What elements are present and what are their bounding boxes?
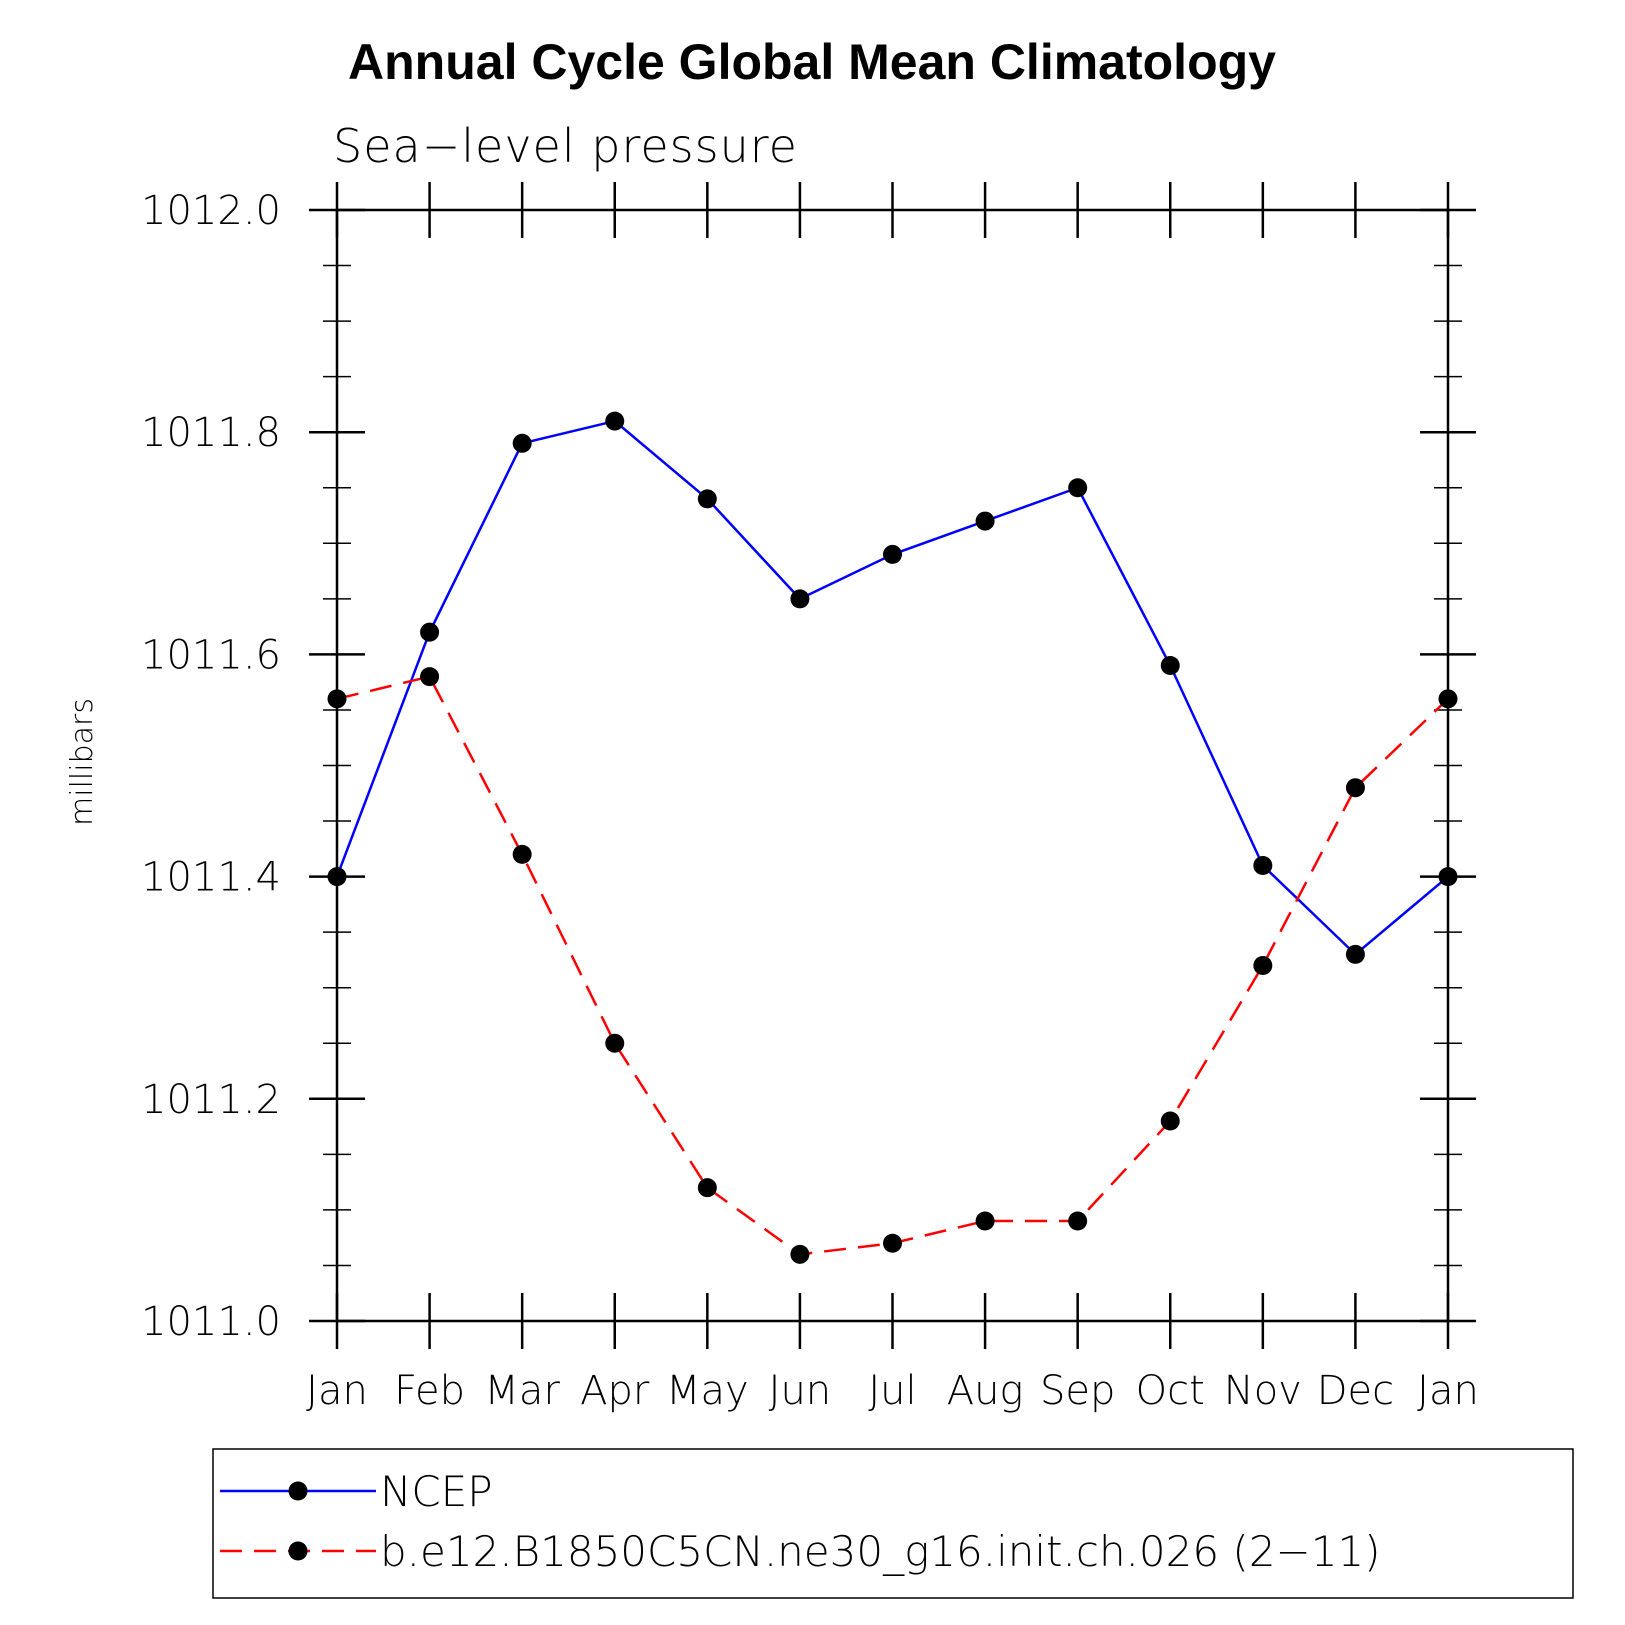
legend-label-0: NCEP — [380, 1467, 493, 1516]
y-tick-label: 1012.0 — [141, 188, 281, 234]
x-tick-label: Jan — [1417, 1368, 1479, 1414]
x-tick-label: Nov — [1224, 1368, 1302, 1414]
x-tick-label: Jul — [868, 1368, 916, 1414]
legend-marker-0 — [288, 1481, 308, 1501]
data-point-1 — [883, 1233, 902, 1253]
data-point-0 — [605, 411, 625, 431]
x-tick-label: Feb — [394, 1368, 465, 1414]
data-point-1 — [697, 1178, 717, 1198]
data-point-0 — [420, 622, 440, 642]
data-point-0 — [883, 544, 902, 564]
series-layer — [327, 411, 1458, 1264]
data-point-0 — [1345, 944, 1365, 964]
y-tick-label: 1011.6 — [141, 632, 281, 678]
y-tick-label: 1011.4 — [141, 855, 281, 901]
chart-subtitle: Sea−level pressure — [333, 119, 798, 173]
chart-title: Annual Cycle Global Mean Climatology — [348, 34, 1276, 90]
data-point-1 — [512, 844, 532, 864]
legend-label-1: b.e12.B1850C5CN.ne30_g16.init.ch.026 (2−… — [380, 1527, 1381, 1576]
data-point-1 — [327, 689, 347, 709]
data-point-1 — [975, 1211, 995, 1231]
plot-frame — [335, 208, 1450, 1323]
data-point-1 — [1160, 1111, 1180, 1131]
data-point-1 — [1345, 778, 1365, 798]
data-point-0 — [327, 867, 347, 887]
data-point-1 — [605, 1033, 625, 1053]
y-axis: 1011.0 1011.2 1011.4 1011.6 1011.8 1012.0 — [141, 188, 1476, 1345]
x-tick-label: Sep — [1040, 1368, 1115, 1414]
legend: NCEP b.e12.B1850C5CN.ne30_g16.init.ch.026… — [212, 1448, 1574, 1599]
data-point-1 — [1438, 689, 1458, 709]
y-tick-label: 1011.0 — [141, 1299, 281, 1345]
x-tick-label: Jun — [769, 1368, 832, 1414]
y-axis-label: millibars — [65, 698, 100, 826]
data-point-0 — [1253, 855, 1273, 875]
x-tick-label: Mar — [484, 1368, 560, 1414]
data-point-0 — [512, 433, 532, 453]
x-tick-label: Aug — [947, 1368, 1024, 1414]
data-point-1 — [420, 667, 440, 687]
y-tick-label: 1011.8 — [141, 410, 281, 456]
series-line-0 — [335, 419, 1449, 957]
x-tick-label: Dec — [1317, 1368, 1394, 1414]
series-line-1 — [336, 675, 1449, 1256]
legend-marker-1 — [288, 1541, 308, 1561]
data-point-0 — [975, 511, 995, 531]
data-point-0 — [1068, 478, 1088, 498]
data-point-0 — [1160, 656, 1180, 676]
legend-box — [212, 1448, 1574, 1599]
x-tick-label: Oct — [1136, 1368, 1205, 1414]
x-tick-label: Jan — [306, 1368, 368, 1414]
y-tick-label: 1011.2 — [141, 1077, 281, 1123]
data-point-1 — [1253, 955, 1273, 975]
data-point-1 — [1068, 1211, 1088, 1231]
data-point-1 — [790, 1244, 810, 1264]
data-point-0 — [790, 589, 810, 609]
data-point-0 — [1438, 867, 1458, 887]
data-point-0 — [697, 489, 717, 509]
x-axis: Jan Feb Mar Apr May Jun Jul Aug Sep Oct Nov Dec Jan — [306, 182, 1479, 1414]
x-tick-label: Apr — [580, 1368, 650, 1414]
x-tick-label: May — [666, 1368, 749, 1414]
